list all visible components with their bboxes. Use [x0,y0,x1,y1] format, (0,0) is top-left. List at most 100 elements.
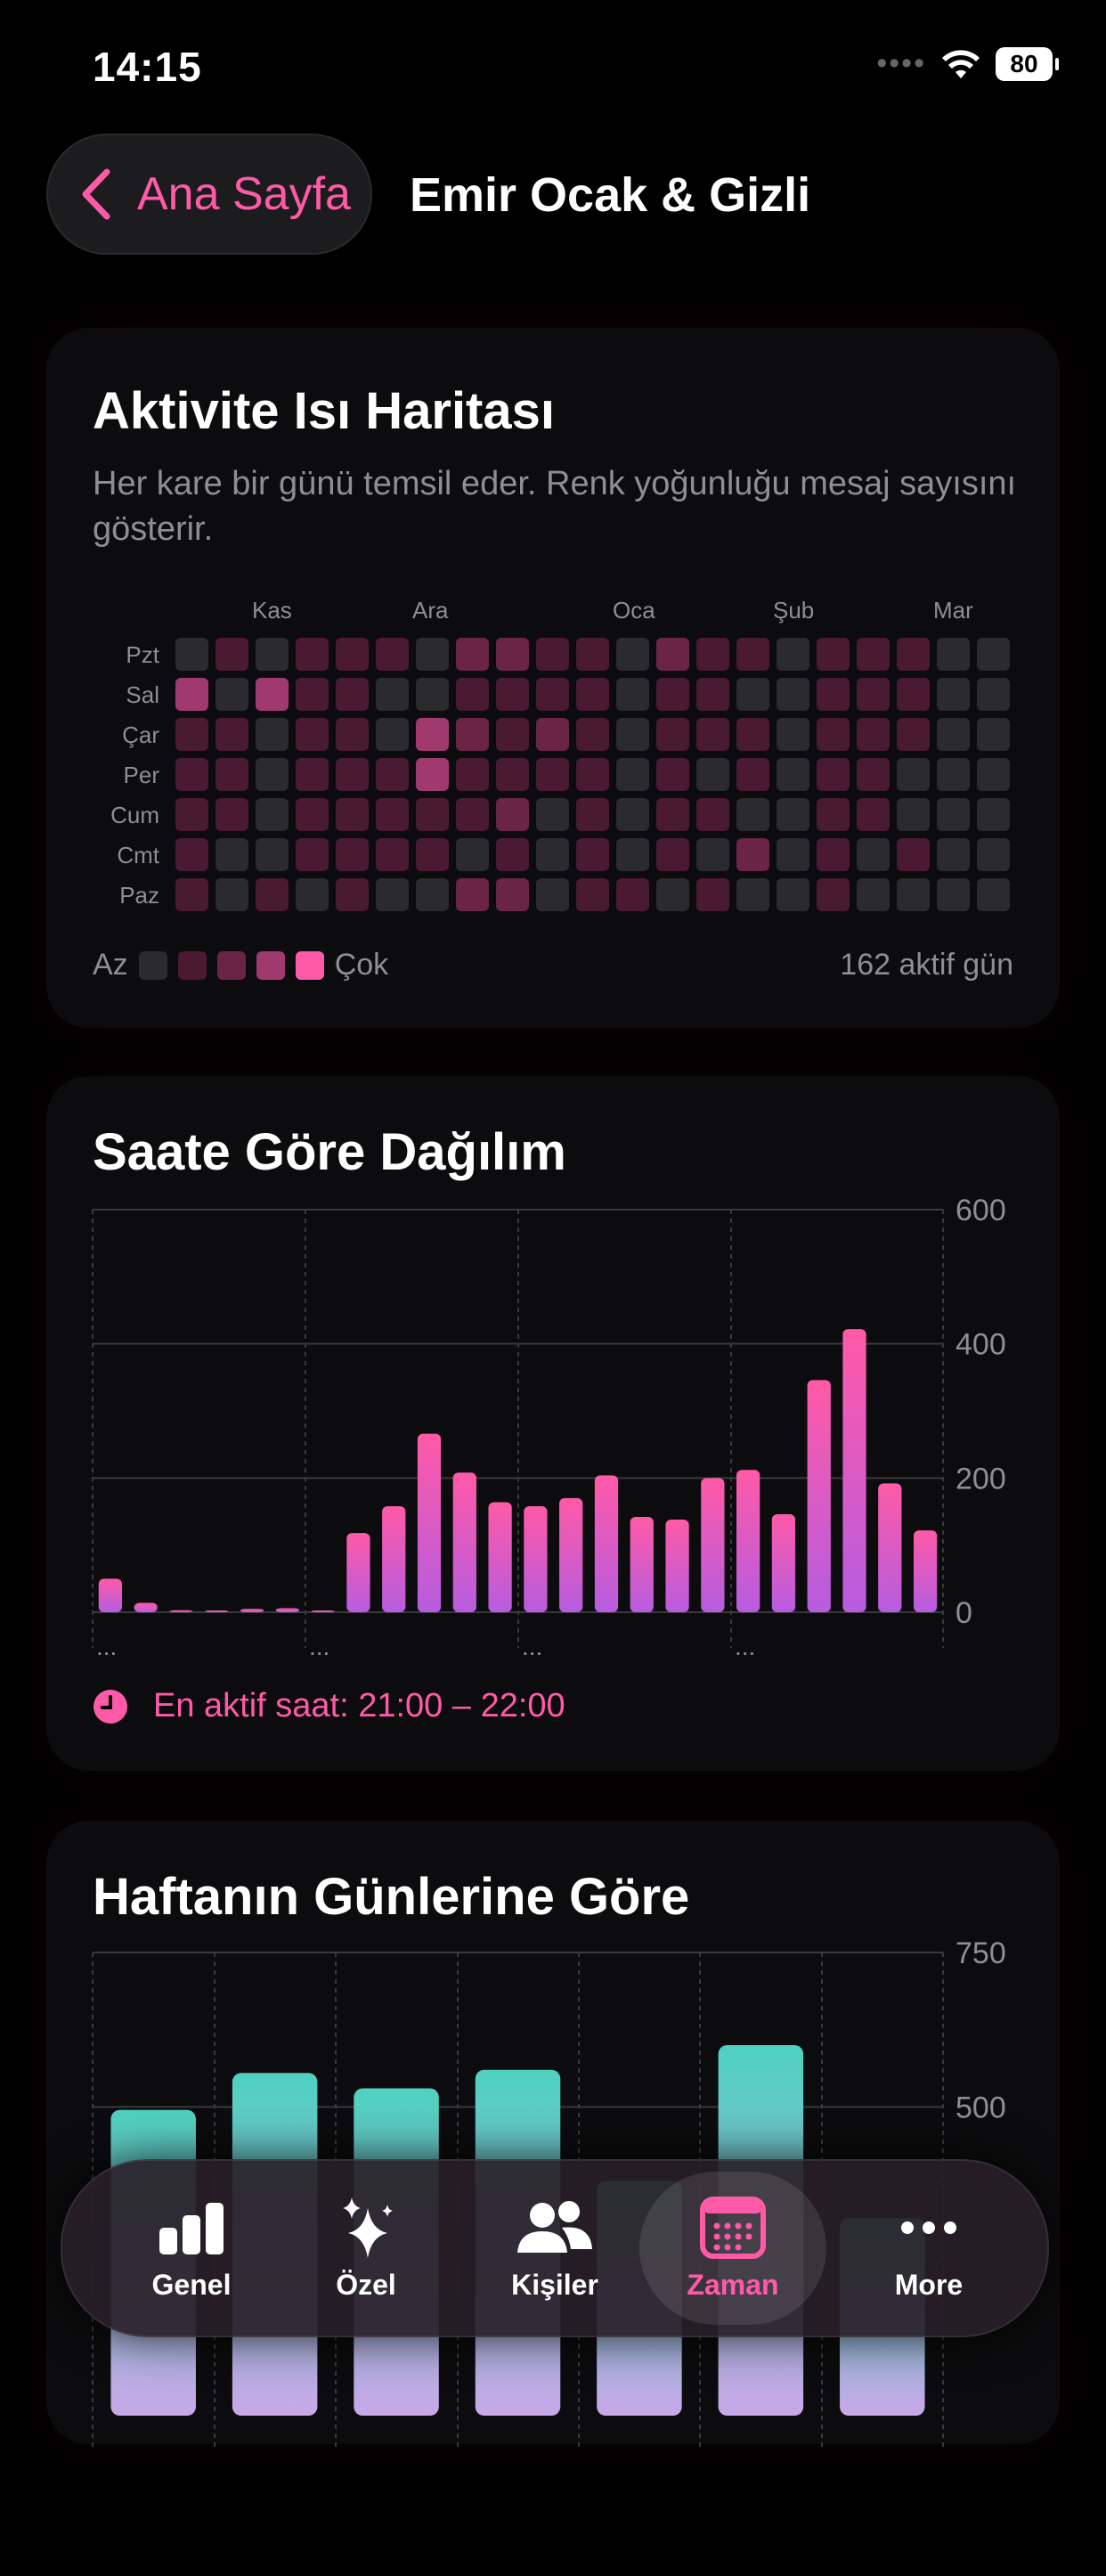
heatmap-cell [576,838,609,871]
back-button[interactable]: Ana Sayfa [46,134,372,255]
tab-bar: Genel Özel Kişiler Zaman [61,2159,1049,2337]
heatmap-cell [897,878,930,911]
legend-swatch [256,950,285,980]
heatmap-cell [977,838,1010,871]
chart-bars-icon [159,2202,224,2254]
heatmap-cell [296,758,329,791]
y-tick-label: 600 [956,1194,1006,1227]
heatmap-cell [336,678,369,711]
x-tick-label: ... [309,1633,329,1660]
chart-bar [771,1514,796,1612]
heatmap-cell [736,638,769,671]
heatmap-cell [696,718,729,751]
tab-label: Kişiler [511,2268,598,2301]
chart-bar [205,1610,229,1612]
heatmap-cell [897,838,930,871]
heatmap-cell [817,838,850,871]
chart-bar [488,1502,512,1612]
legend-high-label: Çok [334,948,389,982]
heatmap-cell [777,678,809,711]
hourly-title: Saate Göre Dağılım [93,1123,566,1181]
heatmap-cell [416,798,449,831]
heatmap-cell [857,718,890,751]
heatmap-cell [777,838,809,871]
x-tick-label: ... [735,1633,755,1660]
heatmap-cell [897,638,930,671]
heatmap-cell [897,798,930,831]
heatmap-cell [977,678,1010,711]
tab-kisiler[interactable]: Kişiler [461,2161,648,2336]
heatmap-cell [817,718,850,751]
heatmap-cell [256,638,289,671]
heatmap-cell [536,678,569,711]
status-icons: •••• 80 [876,46,1059,81]
heatmap-subtitle: Her kare bir günü temsil eder. Renk yoğu… [93,465,1017,548]
heatmap-title: Aktivite Isı Haritası [93,382,555,440]
wifi-icon [942,49,980,78]
heatmap-cell [817,878,850,911]
heatmap-cell [937,638,970,671]
y-tick-label: 200 [956,1462,1006,1496]
day-label: Per [123,762,159,788]
chart-bar [913,1530,938,1612]
chart-bar [630,1517,654,1612]
tab-label: Zaman [687,2268,779,2301]
tab-zaman[interactable]: Zaman [639,2172,826,2325]
heatmap-cell [576,758,609,791]
heatmap-cell [736,718,769,751]
heatmap-cell [977,758,1010,791]
heatmap-card: Aktivite Isı Haritası Her kare bir günü … [46,328,1060,1028]
heatmap-cell [817,638,850,671]
chart-bar [665,1520,689,1612]
heatmap-cell [736,798,769,831]
status-bar: 14:15 •••• 80 [0,0,1106,134]
heatmap-cell [857,798,890,831]
legend-low-label: Az [93,948,128,982]
heatmap-cell [216,678,248,711]
heatmap-cell [977,878,1010,911]
people-icon [517,2200,592,2253]
heatmap-cell [736,678,769,711]
heatmap-cell [616,758,649,791]
legend-swatch [138,950,167,980]
heatmap-cell [656,718,689,751]
heatmap-cell [336,718,369,751]
hourly-card: Saate Göre Dağılım 0 200 400 600...........… [46,1076,1060,1771]
clock-icon [94,1689,127,1724]
legend-swatch [216,950,246,980]
chart-bar [382,1505,406,1612]
heatmap-cell [456,678,489,711]
heatmap-cell [536,718,569,751]
heatmap-cell [175,758,208,791]
heatmap-cell [777,638,809,671]
heatmap-cell [536,758,569,791]
heatmap-cell [897,678,930,711]
tab-genel[interactable]: Genel [98,2161,285,2336]
heatmap-cell [256,758,289,791]
heatmap-cell [736,838,769,871]
heatmap-cell [937,838,970,871]
heatmap-cell [216,838,248,871]
heatmap-cell [216,878,248,911]
tab-label: Özel [336,2268,396,2301]
heatmap-cell [496,878,529,911]
heatmap-cell [456,638,489,671]
y-tick-label: 750 [956,1936,1006,1970]
chart-bar [878,1483,902,1612]
heatmap-cell [696,878,729,911]
tab-more[interactable]: More [835,2161,1022,2336]
heatmap-cell [937,718,970,751]
heatmap-cell [175,798,208,831]
month-label: Mar [933,597,973,624]
heatmap-cell [576,718,609,751]
legend-swatch [177,950,207,980]
heatmap-cell [416,718,449,751]
chart-bar [807,1380,831,1612]
month-label: Oca [613,597,655,624]
heatmap-cell [376,838,409,871]
heatmap-cell [857,638,890,671]
tab-ozel[interactable]: Özel [272,2161,459,2336]
heatmap-cell [536,638,569,671]
status-time: 14:15 [93,44,202,90]
heatmap-cell [496,758,529,791]
